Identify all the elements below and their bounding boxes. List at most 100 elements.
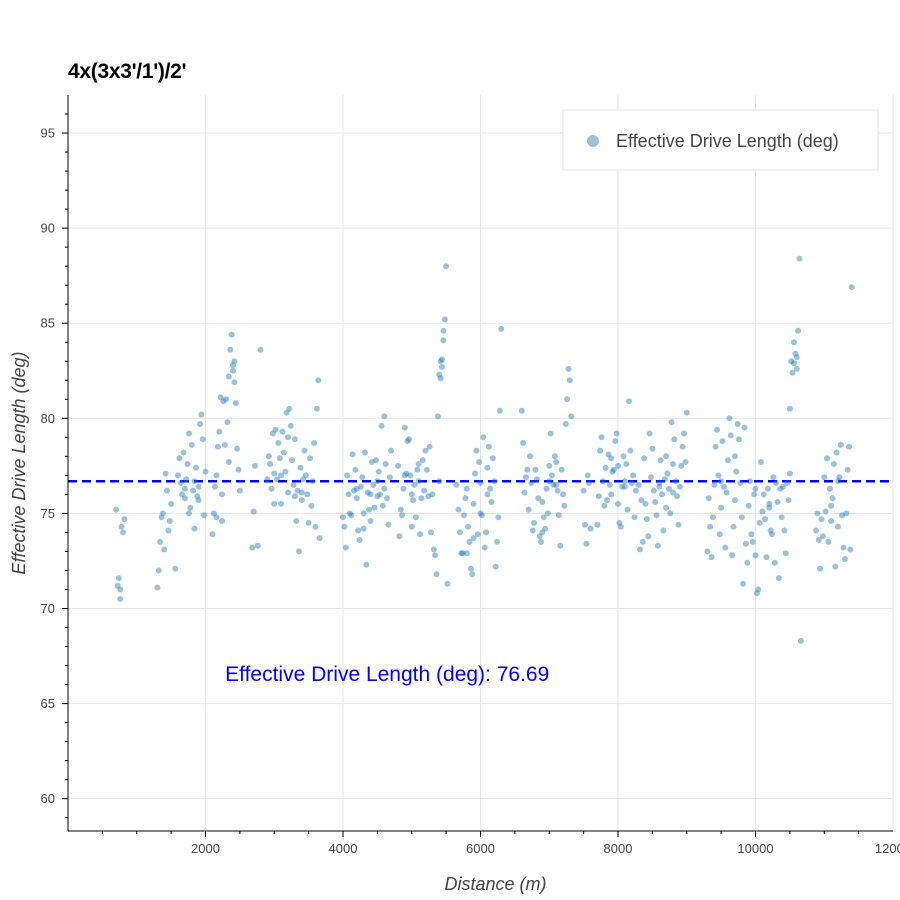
data-point — [769, 531, 775, 538]
data-point — [267, 461, 274, 467]
data-point — [830, 461, 837, 467]
data-point — [814, 510, 821, 517]
data-point — [670, 461, 676, 467]
x-tick-label: 10000 — [737, 841, 773, 856]
data-point — [837, 441, 844, 448]
data-point — [835, 523, 841, 530]
data-point — [377, 491, 384, 498]
data-point — [719, 438, 726, 445]
data-point — [663, 504, 670, 511]
data-point — [668, 419, 675, 426]
data-point — [632, 487, 639, 494]
data-point — [738, 514, 745, 521]
data-point — [423, 466, 430, 473]
data-point — [120, 529, 126, 536]
data-point — [839, 512, 846, 519]
data-point — [683, 409, 690, 416]
data-point — [433, 571, 440, 578]
data-point — [220, 398, 227, 405]
legend[interactable]: Effective Drive Length (deg) — [562, 109, 879, 171]
data-point — [627, 447, 634, 454]
data-point — [155, 567, 162, 574]
data-point — [309, 478, 316, 485]
data-point — [414, 466, 421, 473]
data-point — [637, 546, 643, 553]
data-point — [822, 508, 829, 515]
data-point — [555, 512, 562, 519]
data-point — [429, 491, 436, 498]
data-point — [415, 478, 422, 485]
data-point — [813, 527, 819, 534]
data-point — [712, 443, 719, 450]
data-point — [232, 400, 239, 407]
data-point — [186, 430, 192, 437]
y-tick-label: 90 — [41, 221, 55, 236]
data-point — [252, 462, 258, 469]
data-point — [844, 466, 851, 473]
data-point — [484, 464, 491, 471]
data-point — [213, 472, 220, 479]
data-point — [225, 459, 232, 465]
data-point — [727, 432, 734, 439]
data-point — [300, 476, 307, 483]
data-point — [298, 497, 305, 504]
data-point — [587, 525, 594, 532]
data-point — [157, 538, 164, 545]
data-point — [117, 596, 124, 602]
data-point — [470, 535, 477, 542]
data-point — [375, 468, 382, 475]
data-point — [723, 489, 730, 496]
data-point — [408, 523, 415, 530]
data-point — [756, 519, 763, 526]
data-point — [400, 485, 407, 492]
data-point — [778, 514, 785, 521]
data-point — [608, 491, 615, 498]
data-point — [342, 544, 349, 551]
data-point — [704, 548, 711, 555]
data-point — [231, 379, 238, 386]
data-point — [615, 462, 621, 469]
data-point — [443, 263, 450, 270]
data-point — [113, 506, 120, 513]
x-tick-label: 6000 — [466, 841, 495, 856]
data-point — [604, 497, 610, 504]
y-tick-label: 85 — [41, 316, 55, 331]
data-point — [373, 457, 379, 464]
data-point — [786, 470, 793, 477]
data-point — [734, 421, 741, 427]
data-point — [191, 525, 198, 532]
data-point — [356, 537, 363, 543]
data-point — [484, 491, 491, 498]
data-point — [357, 483, 364, 490]
data-point — [679, 443, 686, 450]
data-point — [289, 457, 296, 464]
data-point — [439, 364, 445, 370]
data-point — [781, 527, 788, 534]
data-point — [183, 476, 190, 483]
data-point — [539, 499, 546, 505]
data-point — [456, 529, 463, 536]
data-point — [422, 447, 429, 454]
data-point — [583, 540, 590, 547]
data-point — [345, 491, 352, 498]
data-point — [846, 443, 852, 450]
data-point — [293, 518, 300, 524]
data-point — [670, 489, 676, 496]
data-point — [656, 483, 663, 490]
data-point — [440, 327, 447, 334]
data-point — [386, 474, 393, 481]
data-point — [602, 464, 609, 471]
data-point — [159, 510, 166, 517]
data-point — [473, 447, 480, 454]
data-point — [718, 504, 725, 511]
data-point — [664, 470, 671, 477]
data-point — [815, 537, 822, 543]
data-point — [848, 284, 855, 291]
data-point — [767, 527, 774, 534]
data-point — [476, 459, 483, 465]
data-point — [558, 466, 565, 473]
data-point — [705, 495, 712, 502]
data-point — [758, 459, 764, 465]
data-point — [370, 481, 377, 488]
data-point — [316, 535, 323, 542]
